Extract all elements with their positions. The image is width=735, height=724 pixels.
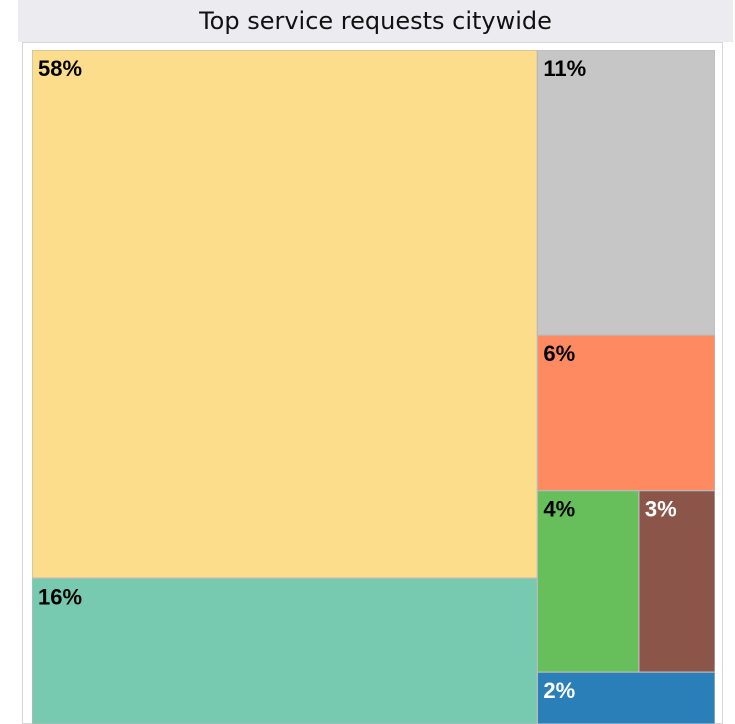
treemap-tile-label-0: 58% — [38, 56, 82, 81]
treemap-tile-label-6: 2% — [543, 678, 575, 703]
treemap-tile-label-3: 6% — [543, 341, 575, 366]
treemap-plot: 58% 16% 11% 6% 4% 3% 2% — [32, 50, 715, 724]
treemap-tile-label-4: 4% — [543, 497, 575, 522]
chart-title: Top service requests citywide — [199, 7, 552, 35]
treemap-tile-6 — [536, 671, 715, 724]
treemap-tile-2 — [536, 50, 715, 336]
treemap-tile-5 — [638, 490, 715, 673]
chart-title-bar: Top service requests citywide — [18, 0, 733, 42]
treemap-tile-label-2: 11% — [543, 56, 586, 81]
treemap-tile-1 — [32, 577, 539, 724]
treemap-tile-label-1: 16% — [38, 584, 82, 609]
treemap-tile-label-5: 3% — [645, 497, 677, 522]
treemap-tile-3 — [536, 334, 715, 492]
treemap-tile-0 — [32, 50, 539, 579]
